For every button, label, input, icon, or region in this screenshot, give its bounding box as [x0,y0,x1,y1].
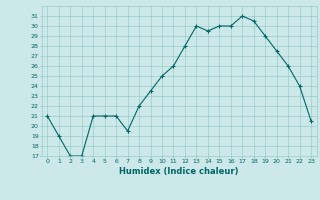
X-axis label: Humidex (Indice chaleur): Humidex (Indice chaleur) [119,167,239,176]
